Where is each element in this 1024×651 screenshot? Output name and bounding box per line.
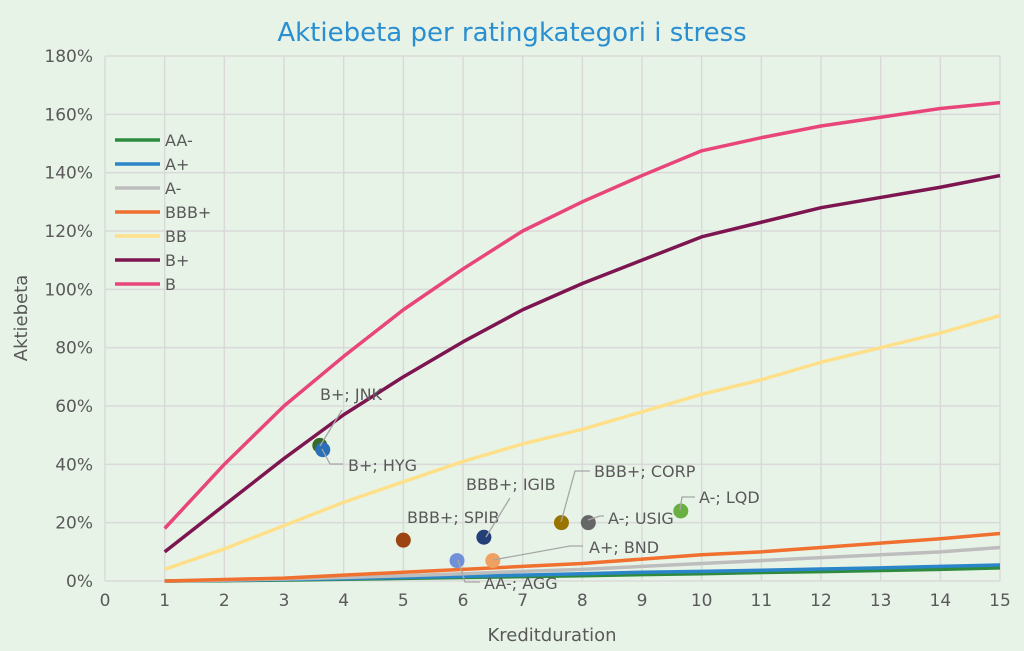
data-point-label: BBB+; IGIB [466,475,556,494]
data-point [553,515,569,531]
x-axis-label: Kreditduration [487,625,616,646]
data-point-label: B+; JNK [320,385,383,404]
y-tick-label: 100% [44,280,93,300]
leader-line [679,496,695,511]
x-tick-label: 0 [100,591,111,611]
x-tick-label: 3 [279,591,290,611]
y-tick-label: 120% [44,222,93,242]
leader-line [319,409,343,447]
x-tick-label: 5 [398,591,409,611]
legend-label: A+ [165,155,189,174]
y-tick-label: 80% [55,339,93,359]
x-tick-label: 2 [219,591,230,611]
leader-line [492,545,583,561]
x-tick-label: 4 [338,591,349,611]
legend-label: AA- [165,131,193,150]
data-point-label: BBB+; CORP [594,462,696,481]
series-line-bb [164,313,1001,571]
data-point-label: A-; USIG [608,509,674,528]
x-tick-label: 1 [159,591,170,611]
y-tick-label: 40% [55,455,93,475]
data-point-label: BBB+; SPIB [407,508,499,527]
data-point-label: B+; HYG [348,456,417,475]
data-point [580,515,596,531]
x-tick-label: 10 [691,591,713,611]
y-tick-label: 180% [44,47,93,67]
x-tick-label: 6 [458,591,469,611]
legend-label: B+ [165,251,189,270]
data-point [673,503,689,519]
data-point-label: AA-; AGG [484,574,558,593]
legend-label: B [165,275,176,294]
x-tick-label: 15 [989,591,1011,611]
x-tick-label: 8 [577,591,588,611]
y-tick-label: 140% [44,164,93,184]
data-point [449,553,465,569]
legend-label: A- [165,179,181,198]
x-tick-label: 11 [751,591,773,611]
leader-line [321,448,343,465]
legend-label: BB [165,227,187,246]
chart-title: Aktiebeta per ratingkategori i stress [277,18,747,48]
y-tick-label: 0% [66,572,93,592]
leader-line [457,559,480,583]
y-axis-label: Aktiebeta [11,275,32,361]
y-tick-label: 60% [55,397,93,417]
x-tick-label: 14 [930,591,952,611]
x-tick-label: 9 [637,591,648,611]
legend-label: BBB+ [165,203,211,222]
series-line-bbbplus [164,531,1001,583]
x-tick-label: 7 [517,591,528,611]
data-point-label: A+; BND [589,538,659,557]
x-tick-label: 12 [810,591,832,611]
data-point-label: A-; LQD [699,488,760,507]
x-tick-label: 13 [870,591,892,611]
y-tick-label: 160% [44,105,93,125]
y-tick-label: 20% [55,514,93,534]
series-line-b [163,100,1001,530]
data-point [395,532,411,548]
leader-line [560,470,590,523]
data-point [485,553,501,569]
leader-line [485,497,511,538]
leader-line [587,515,604,521]
series-line-bplus [163,173,1001,554]
